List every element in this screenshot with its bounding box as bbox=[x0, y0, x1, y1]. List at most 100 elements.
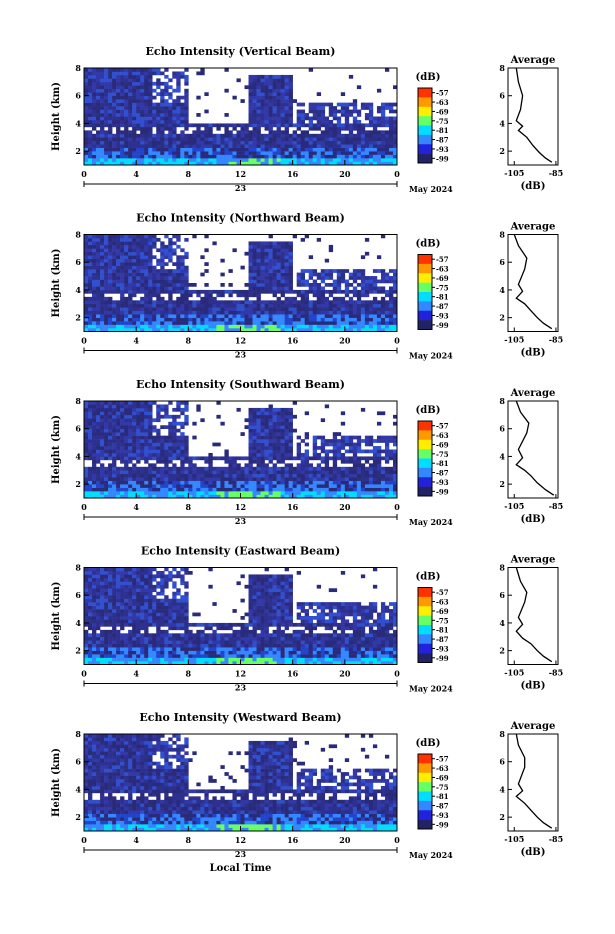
heatmap-cell bbox=[224, 470, 228, 474]
heatmap-cell bbox=[289, 453, 293, 457]
heatmap-cell bbox=[196, 148, 200, 152]
heatmap-cell bbox=[104, 415, 108, 419]
heatmap-cell bbox=[317, 148, 321, 152]
heatmap-cell bbox=[124, 446, 128, 450]
heatmap-cell bbox=[353, 467, 357, 471]
heatmap-cell bbox=[132, 141, 136, 145]
heatmap-cell bbox=[285, 273, 289, 277]
heatmap-cell bbox=[261, 85, 265, 89]
heatmap-cell bbox=[361, 488, 365, 492]
heatmap-cell bbox=[104, 453, 108, 457]
heatmap-cell bbox=[277, 148, 281, 152]
heatmap-cell bbox=[128, 255, 132, 259]
average-x-tick-label: -85 bbox=[549, 168, 563, 178]
heatmap-cell bbox=[345, 110, 349, 114]
heatmap-cell bbox=[132, 248, 136, 252]
heatmap-cell bbox=[148, 148, 152, 152]
heatmap-cell bbox=[389, 117, 393, 121]
heatmap-cell bbox=[192, 290, 196, 294]
heatmap-cell bbox=[184, 144, 188, 148]
heatmap-cell bbox=[156, 290, 160, 294]
heatmap-cell bbox=[309, 321, 313, 325]
heatmap-cell bbox=[273, 252, 277, 256]
heatmap-cell bbox=[373, 467, 377, 471]
heatmap-cell bbox=[96, 401, 100, 405]
heatmap-cell bbox=[180, 297, 184, 301]
heatmap-cell bbox=[140, 283, 144, 287]
heatmap-cell bbox=[317, 453, 321, 457]
heatmap-cell bbox=[100, 262, 104, 266]
heatmap-cell bbox=[232, 321, 236, 325]
heatmap-cell bbox=[136, 96, 140, 100]
y-tick-label: 4 bbox=[75, 285, 81, 295]
heatmap-cell bbox=[224, 141, 228, 145]
heatmap-cell bbox=[261, 491, 265, 495]
heatmap-cell bbox=[273, 429, 277, 433]
heatmap-cell bbox=[321, 137, 325, 141]
heatmap-cell bbox=[108, 238, 112, 242]
heatmap-cell bbox=[389, 300, 393, 304]
heatmap-cell bbox=[305, 488, 309, 492]
heatmap-cell bbox=[369, 467, 373, 471]
heatmap-cell bbox=[333, 290, 337, 294]
heatmap-cell bbox=[84, 113, 88, 117]
heatmap-cell bbox=[84, 443, 88, 447]
heatmap-cell bbox=[281, 314, 285, 318]
heatmap-cell bbox=[84, 585, 88, 589]
heatmap-cell bbox=[313, 117, 317, 121]
heatmap-cell bbox=[265, 491, 269, 495]
heatmap-cell bbox=[204, 311, 208, 315]
heatmap-cell bbox=[128, 238, 132, 242]
heatmap-cell bbox=[369, 436, 373, 440]
heatmap-cell bbox=[220, 148, 224, 152]
heatmap-cell bbox=[132, 127, 136, 131]
heatmap-cell bbox=[317, 446, 321, 450]
heatmap-cell bbox=[261, 252, 265, 256]
heatmap-cell bbox=[385, 481, 389, 485]
heatmap-cell bbox=[132, 411, 136, 415]
heatmap-cell bbox=[156, 415, 160, 419]
heatmap-cell bbox=[220, 422, 224, 426]
heatmap-cell bbox=[168, 311, 172, 315]
heatmap-cell bbox=[180, 450, 184, 454]
heatmap-cell bbox=[257, 155, 261, 159]
heatmap-cell bbox=[273, 318, 277, 322]
heatmap-cell bbox=[317, 484, 321, 488]
heatmap-cell bbox=[293, 314, 297, 318]
heatmap-cell bbox=[317, 141, 321, 145]
heatmap-cell bbox=[160, 314, 164, 318]
heatmap-cell bbox=[144, 106, 148, 110]
heatmap-cell bbox=[261, 325, 265, 329]
heatmap-cell bbox=[301, 123, 305, 127]
heatmap-cell bbox=[277, 130, 281, 134]
heatmap-cell bbox=[381, 436, 385, 440]
heatmap-cell bbox=[120, 113, 124, 117]
heatmap-cell bbox=[245, 130, 249, 134]
heatmap-cell bbox=[249, 432, 253, 436]
heatmap-cell bbox=[96, 78, 100, 82]
heatmap-cell bbox=[88, 651, 92, 655]
heatmap-cell bbox=[329, 151, 333, 155]
heatmap-cell bbox=[164, 467, 168, 471]
heatmap-cell bbox=[357, 450, 361, 454]
heatmap-cell bbox=[245, 318, 249, 322]
heatmap-cell bbox=[341, 155, 345, 159]
heatmap-cell bbox=[377, 411, 381, 415]
heatmap-cell bbox=[104, 235, 108, 239]
heatmap-cell bbox=[341, 474, 345, 478]
heatmap-cell bbox=[301, 467, 305, 471]
heatmap-cell bbox=[184, 460, 188, 464]
heatmap-cell bbox=[309, 68, 313, 72]
heatmap-cell bbox=[200, 144, 204, 148]
heatmap-cell bbox=[353, 127, 357, 131]
heatmap-cell bbox=[112, 429, 116, 433]
heatmap-cell bbox=[164, 463, 168, 467]
heatmap-cell bbox=[84, 151, 88, 155]
heatmap-cell bbox=[200, 151, 204, 155]
heatmap-cell bbox=[236, 148, 240, 152]
heatmap-cell bbox=[369, 158, 373, 162]
heatmap-cell bbox=[337, 269, 341, 273]
heatmap-cell bbox=[281, 262, 285, 266]
heatmap-cell bbox=[333, 325, 337, 329]
heatmap-cell bbox=[148, 113, 152, 117]
